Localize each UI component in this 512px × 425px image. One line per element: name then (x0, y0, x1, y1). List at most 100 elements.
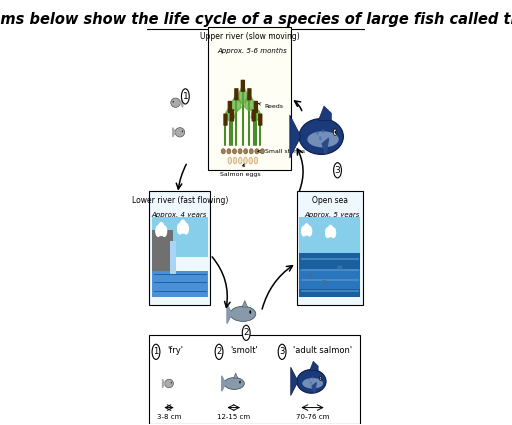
Circle shape (183, 223, 189, 235)
Ellipse shape (337, 265, 343, 269)
Ellipse shape (261, 149, 264, 154)
Circle shape (181, 89, 189, 104)
Polygon shape (242, 300, 247, 307)
Text: 3: 3 (280, 347, 285, 356)
FancyBboxPatch shape (150, 335, 360, 424)
FancyBboxPatch shape (230, 109, 234, 122)
Polygon shape (173, 128, 175, 137)
FancyBboxPatch shape (152, 217, 208, 257)
FancyBboxPatch shape (234, 88, 239, 100)
FancyBboxPatch shape (241, 80, 245, 92)
Circle shape (215, 344, 223, 360)
Circle shape (161, 225, 167, 237)
Ellipse shape (230, 306, 255, 321)
Ellipse shape (165, 379, 174, 388)
Ellipse shape (249, 149, 253, 154)
Polygon shape (249, 94, 254, 111)
Polygon shape (318, 106, 331, 120)
Polygon shape (225, 107, 230, 121)
FancyBboxPatch shape (247, 88, 251, 100)
Text: Approx. 4 years: Approx. 4 years (152, 212, 207, 218)
Circle shape (278, 344, 286, 360)
Circle shape (179, 219, 187, 234)
Ellipse shape (307, 131, 339, 147)
Circle shape (335, 130, 336, 134)
Circle shape (244, 157, 247, 164)
Polygon shape (245, 94, 249, 111)
Text: Approx. 5-6 months: Approx. 5-6 months (218, 48, 288, 54)
Circle shape (239, 157, 242, 164)
Circle shape (312, 377, 313, 379)
FancyBboxPatch shape (300, 269, 360, 289)
Text: Approx. 5 years: Approx. 5 years (304, 212, 359, 218)
Text: 2: 2 (217, 347, 222, 356)
Circle shape (316, 131, 318, 135)
Circle shape (173, 101, 174, 103)
Text: Reeds: Reeds (258, 103, 284, 110)
Circle shape (325, 227, 331, 238)
Text: 3-8 cm: 3-8 cm (157, 414, 181, 420)
Text: Open sea: Open sea (312, 196, 348, 205)
Circle shape (310, 381, 312, 384)
Circle shape (177, 223, 183, 235)
Polygon shape (180, 98, 183, 108)
FancyBboxPatch shape (258, 113, 263, 126)
Text: 3: 3 (335, 166, 340, 175)
Polygon shape (230, 107, 234, 121)
Text: 12-15 cm: 12-15 cm (217, 414, 250, 420)
Circle shape (242, 325, 250, 340)
Text: 1: 1 (182, 92, 188, 101)
Ellipse shape (297, 370, 326, 393)
Circle shape (321, 377, 322, 380)
Circle shape (158, 222, 165, 236)
Polygon shape (238, 86, 243, 105)
Ellipse shape (244, 149, 248, 154)
Circle shape (331, 227, 336, 238)
Circle shape (239, 381, 241, 383)
Circle shape (171, 382, 172, 383)
Circle shape (307, 226, 312, 237)
Ellipse shape (299, 119, 344, 154)
Circle shape (304, 223, 310, 236)
FancyBboxPatch shape (152, 230, 173, 275)
Circle shape (319, 377, 322, 381)
Polygon shape (256, 107, 261, 121)
Ellipse shape (238, 149, 242, 154)
FancyBboxPatch shape (254, 101, 258, 113)
Ellipse shape (227, 149, 231, 154)
FancyBboxPatch shape (223, 113, 228, 126)
Polygon shape (251, 107, 256, 121)
Ellipse shape (255, 149, 259, 154)
FancyBboxPatch shape (150, 191, 210, 306)
Circle shape (334, 163, 342, 178)
Circle shape (249, 157, 252, 164)
FancyBboxPatch shape (300, 217, 360, 257)
Polygon shape (243, 86, 248, 105)
Ellipse shape (322, 280, 327, 284)
Circle shape (152, 344, 160, 360)
FancyBboxPatch shape (297, 191, 362, 306)
Polygon shape (237, 94, 241, 112)
Polygon shape (227, 304, 232, 323)
Text: 2: 2 (243, 329, 249, 337)
Polygon shape (231, 94, 237, 112)
Circle shape (333, 129, 337, 136)
Polygon shape (312, 382, 316, 393)
Polygon shape (222, 376, 226, 391)
Text: Small stones: Small stones (258, 149, 305, 154)
Polygon shape (310, 361, 318, 371)
Ellipse shape (171, 98, 180, 108)
Polygon shape (322, 138, 329, 154)
Ellipse shape (175, 128, 185, 137)
Circle shape (308, 377, 310, 380)
Circle shape (233, 157, 237, 164)
FancyBboxPatch shape (208, 27, 291, 170)
Ellipse shape (232, 149, 237, 154)
Text: Salmon eggs: Salmon eggs (220, 164, 261, 177)
FancyBboxPatch shape (170, 241, 176, 275)
Ellipse shape (224, 377, 244, 389)
FancyBboxPatch shape (300, 253, 360, 297)
Text: 1: 1 (154, 347, 159, 356)
Text: 'smolt': 'smolt' (230, 346, 258, 355)
Circle shape (327, 225, 334, 238)
